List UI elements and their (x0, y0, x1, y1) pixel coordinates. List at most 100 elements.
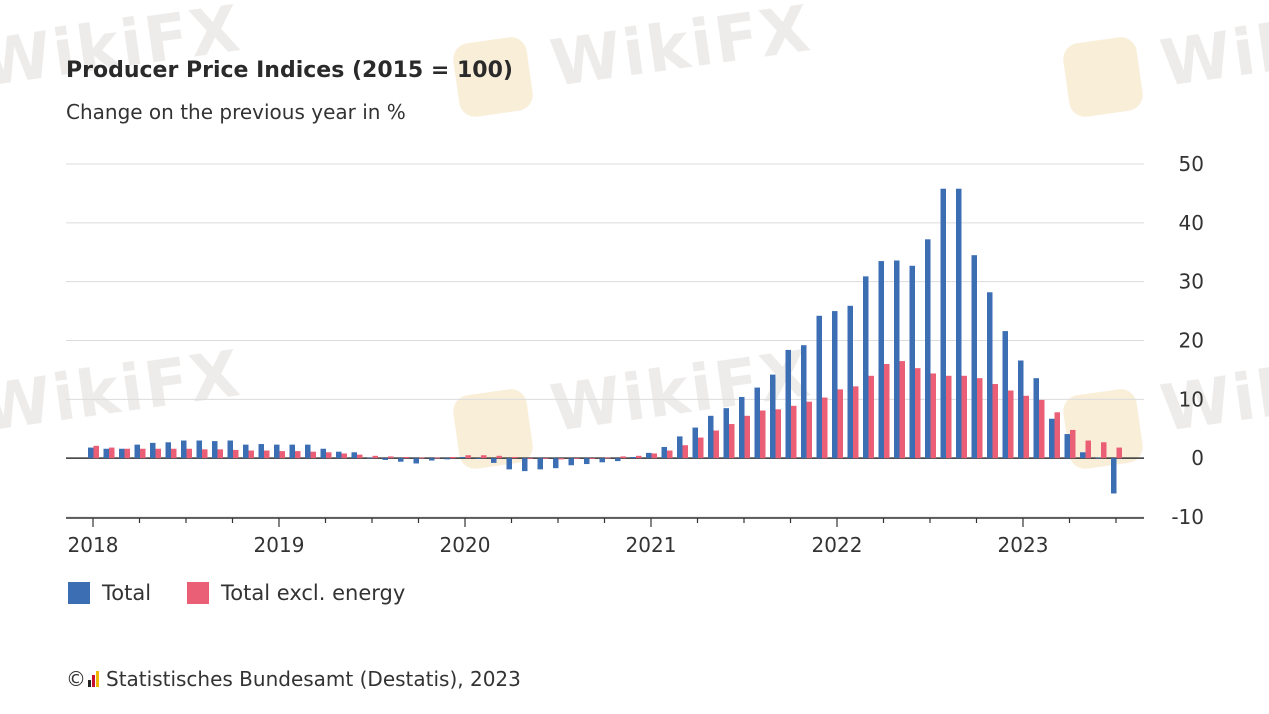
bar-excl-energy (248, 450, 254, 459)
bar-excl-energy (636, 455, 642, 459)
bar-total (661, 446, 667, 459)
bar-total (460, 456, 466, 459)
bar-excl-energy (434, 457, 440, 459)
bar-total (522, 458, 528, 472)
bar-total (212, 441, 218, 459)
bar-total (413, 458, 419, 464)
bar-excl-energy (1054, 412, 1060, 459)
chart-legend: Total Total excl. energy (68, 581, 441, 605)
bar-excl-energy (372, 455, 378, 459)
bar-excl-energy (155, 448, 161, 459)
bar-total (243, 444, 249, 459)
bar-total (289, 444, 295, 459)
legend-item-excl-energy[interactable]: Total excl. energy (187, 581, 405, 605)
bar-excl-energy (109, 447, 115, 459)
bar-total (196, 440, 202, 459)
bar-excl-energy (729, 424, 735, 459)
source-text: Statistisches Bundesamt (Destatis), 2023 (106, 667, 521, 691)
bar-total (568, 458, 574, 466)
bar-total (909, 265, 915, 459)
bar-total (537, 458, 543, 470)
bar-total (1095, 457, 1101, 459)
bar-total (258, 444, 264, 459)
bar-total (646, 452, 652, 459)
bar-total (599, 458, 605, 463)
bar-total (723, 408, 729, 459)
x-tick-label: 2019 (254, 533, 305, 557)
source-note: © Statistisches Bundesamt (Destatis), 20… (66, 667, 521, 691)
bar-total (227, 440, 233, 459)
bar-total (785, 349, 791, 459)
bar-excl-energy (791, 405, 797, 459)
bar-excl-energy (651, 453, 657, 459)
y-tick-label: -10 (1171, 505, 1204, 529)
bar-excl-energy (837, 389, 843, 459)
legend-item-total[interactable]: Total (68, 581, 151, 605)
bar-total (987, 292, 993, 459)
bar-excl-energy (868, 375, 874, 459)
bar-excl-energy (992, 384, 998, 459)
bar-excl-energy (961, 375, 967, 459)
bar-excl-energy (698, 437, 704, 459)
bar-total (1002, 331, 1008, 459)
bar-excl-energy (450, 456, 456, 459)
bar-total (382, 458, 388, 460)
bar-excl-energy (171, 448, 177, 459)
y-tick-label: 0 (1191, 446, 1204, 470)
bar-excl-energy (419, 457, 425, 459)
bar-total (801, 345, 807, 459)
bar-total (894, 260, 900, 459)
x-tick-label: 2018 (68, 533, 119, 557)
x-tick-label: 2020 (440, 533, 491, 557)
bar-total (1064, 434, 1070, 459)
bar-excl-energy (1008, 390, 1014, 459)
bar-excl-energy (713, 430, 719, 459)
bar-excl-energy (279, 451, 285, 459)
legend-swatch-excl-energy (187, 582, 210, 604)
bar-excl-energy (357, 454, 363, 459)
bar-total (630, 456, 636, 459)
bar-excl-energy (899, 361, 905, 459)
bar-excl-energy (775, 409, 781, 459)
bar-excl-energy (1070, 429, 1076, 459)
y-tick-label: 30 (1179, 270, 1204, 294)
bar-total (956, 188, 962, 459)
x-tick-label: 2021 (626, 533, 677, 557)
bar-total (847, 305, 853, 459)
bar-total (925, 239, 931, 459)
bar-total (1111, 458, 1117, 494)
bar-total (1018, 360, 1024, 459)
y-tick-label: 40 (1179, 211, 1204, 235)
bar-excl-energy (558, 458, 564, 460)
bar-excl-energy (915, 368, 921, 459)
bar-excl-energy (620, 456, 626, 459)
bar-excl-energy (264, 450, 270, 459)
copyright-symbol: © (66, 667, 86, 691)
bar-excl-energy (682, 445, 688, 459)
bar-total (336, 451, 342, 459)
bar-total (971, 255, 977, 459)
bar-total (88, 447, 94, 459)
bar-total (367, 457, 373, 459)
bar-total (429, 458, 435, 461)
bar-excl-energy (667, 450, 673, 459)
bar-excl-energy (822, 397, 828, 459)
y-tick-label: 10 (1179, 387, 1204, 411)
bar-total (103, 448, 109, 459)
bar-total (506, 458, 512, 470)
bar-excl-energy (295, 451, 301, 459)
bar-excl-energy (543, 458, 549, 459)
bar-total (491, 458, 497, 463)
bar-total (708, 415, 714, 459)
bar-total (553, 458, 559, 469)
bar-excl-energy (403, 456, 409, 459)
bar-total (739, 396, 745, 459)
bar-excl-energy (465, 455, 471, 459)
bar-total (274, 444, 280, 459)
bar-excl-energy (1101, 442, 1107, 459)
bar-total (692, 427, 698, 459)
bar-excl-energy (574, 458, 580, 459)
bar-excl-energy (93, 445, 99, 459)
bar-excl-energy (930, 373, 936, 459)
